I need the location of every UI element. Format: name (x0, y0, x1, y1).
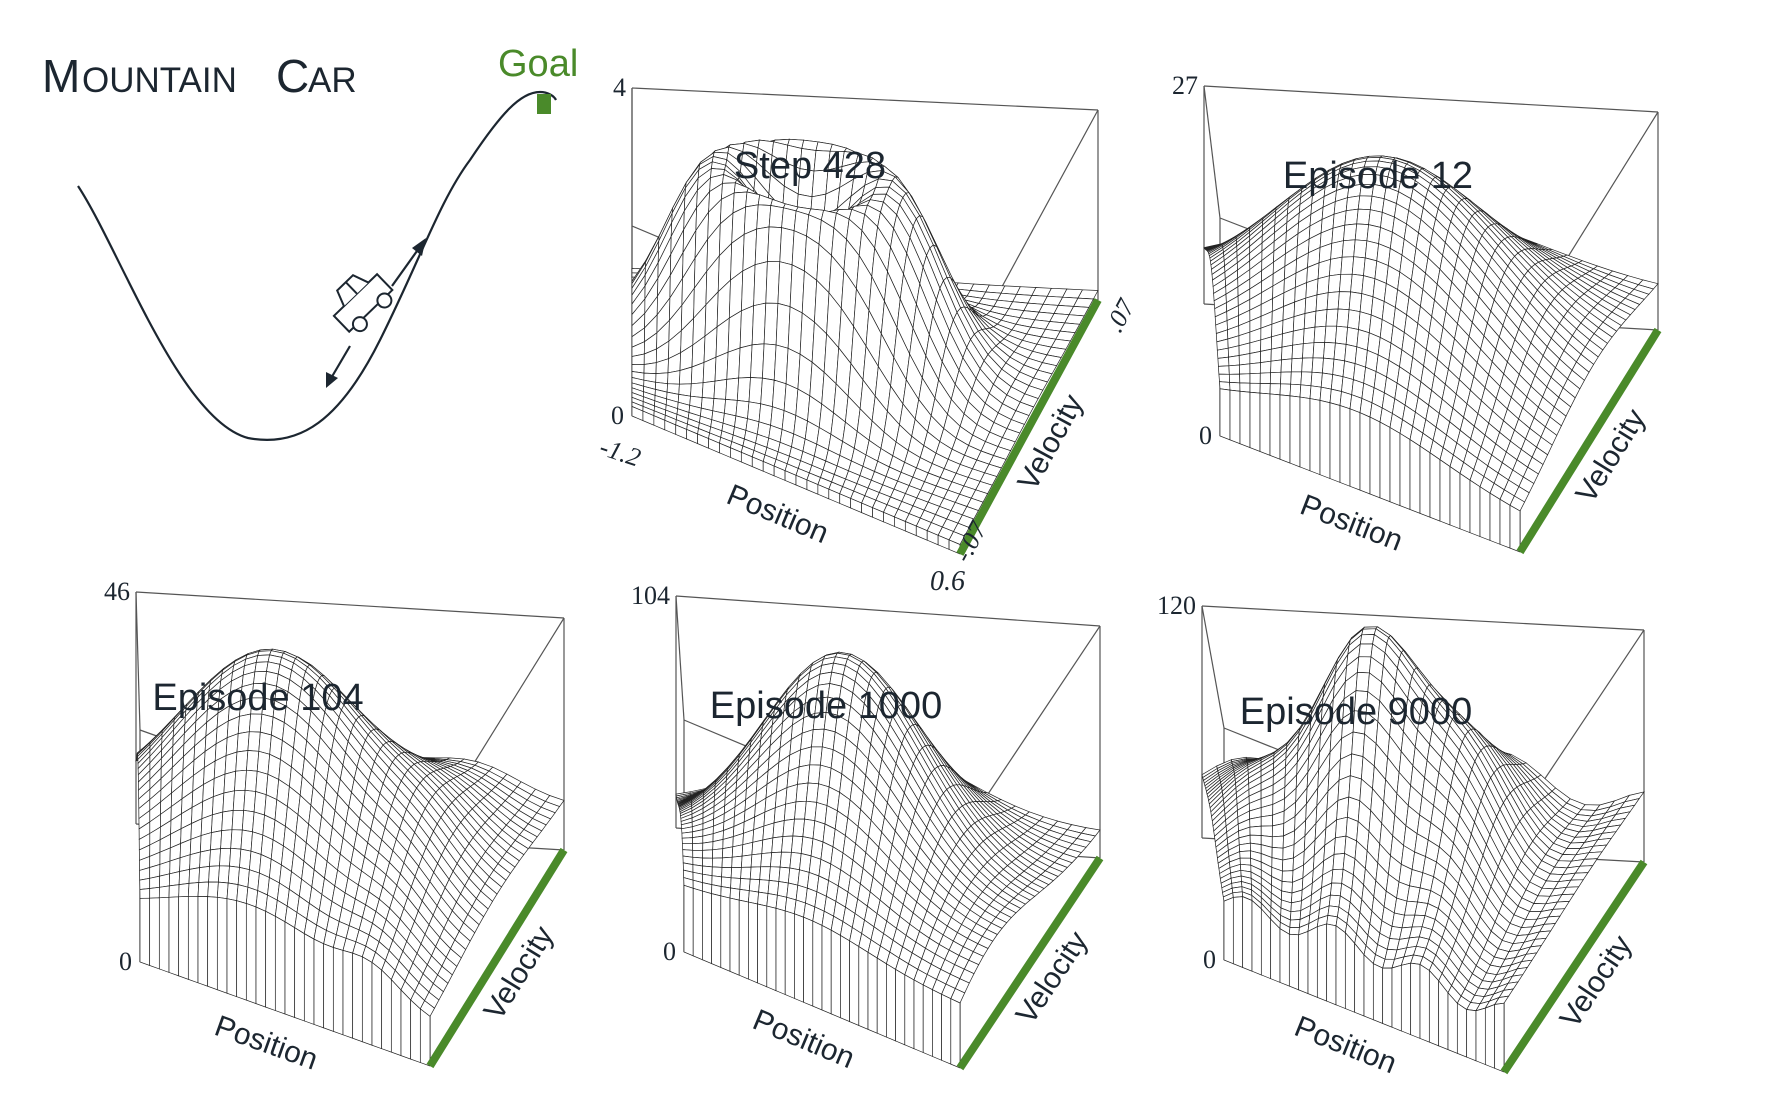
mountain-curve (77, 90, 557, 442)
panel-title: Episode 12 (1283, 155, 1473, 197)
panel-title: Step 428 (734, 145, 886, 187)
panel-title: Episode 9000 (1240, 691, 1472, 733)
goal-label: Goal (498, 43, 578, 85)
pos-max-label: 0.6 (930, 566, 965, 597)
zero-label: 0 (119, 947, 132, 976)
value-surface-mesh (1203, 155, 1659, 553)
panel-title: Episode 104 (152, 677, 363, 719)
car-icon (332, 272, 394, 334)
panel-title: Episode 1000 (710, 685, 942, 727)
value-surface-mesh (134, 648, 565, 1067)
value-surface-mesh (675, 651, 1101, 1069)
goal-edge (1516, 327, 1662, 555)
title-big-m: M (42, 50, 80, 102)
vel-max-label: .07 (1100, 294, 1141, 337)
peak-value-label: 46 (104, 577, 130, 606)
mountain-diagram: Goal (77, 43, 578, 442)
peak-value-label: 104 (631, 581, 670, 610)
goal-edge (1500, 859, 1648, 1075)
zero-label: 0 (1199, 421, 1212, 450)
backward-arrow-icon (326, 345, 351, 388)
title-small-ar: AR (308, 61, 357, 100)
goal-edge (426, 847, 568, 1069)
peak-value-label: 4 (613, 73, 626, 102)
goal-flag (537, 94, 551, 114)
title-small-ountain: OUNTAIN (82, 61, 237, 100)
figure-title: M OUNTAIN C AR (42, 50, 357, 102)
zero-label: 0 (611, 401, 624, 430)
goal-edge (956, 855, 1104, 1071)
peak-value-label: 120 (1157, 591, 1196, 620)
value-surface-mesh (631, 138, 1099, 555)
peak-value-label: 27 (1172, 71, 1198, 100)
zero-label: 0 (663, 937, 676, 966)
value-function-panels: Step 42840PositionVelocity-1.20.6-.07.07… (104, 71, 1662, 1080)
zero-label: 0 (1203, 945, 1216, 974)
forward-arrow-icon (391, 238, 426, 287)
title-big-c: C (276, 50, 309, 102)
value-surface-mesh (1201, 626, 1645, 1073)
pos-min-label: -1.2 (596, 432, 644, 472)
goal-edge (956, 298, 1102, 556)
